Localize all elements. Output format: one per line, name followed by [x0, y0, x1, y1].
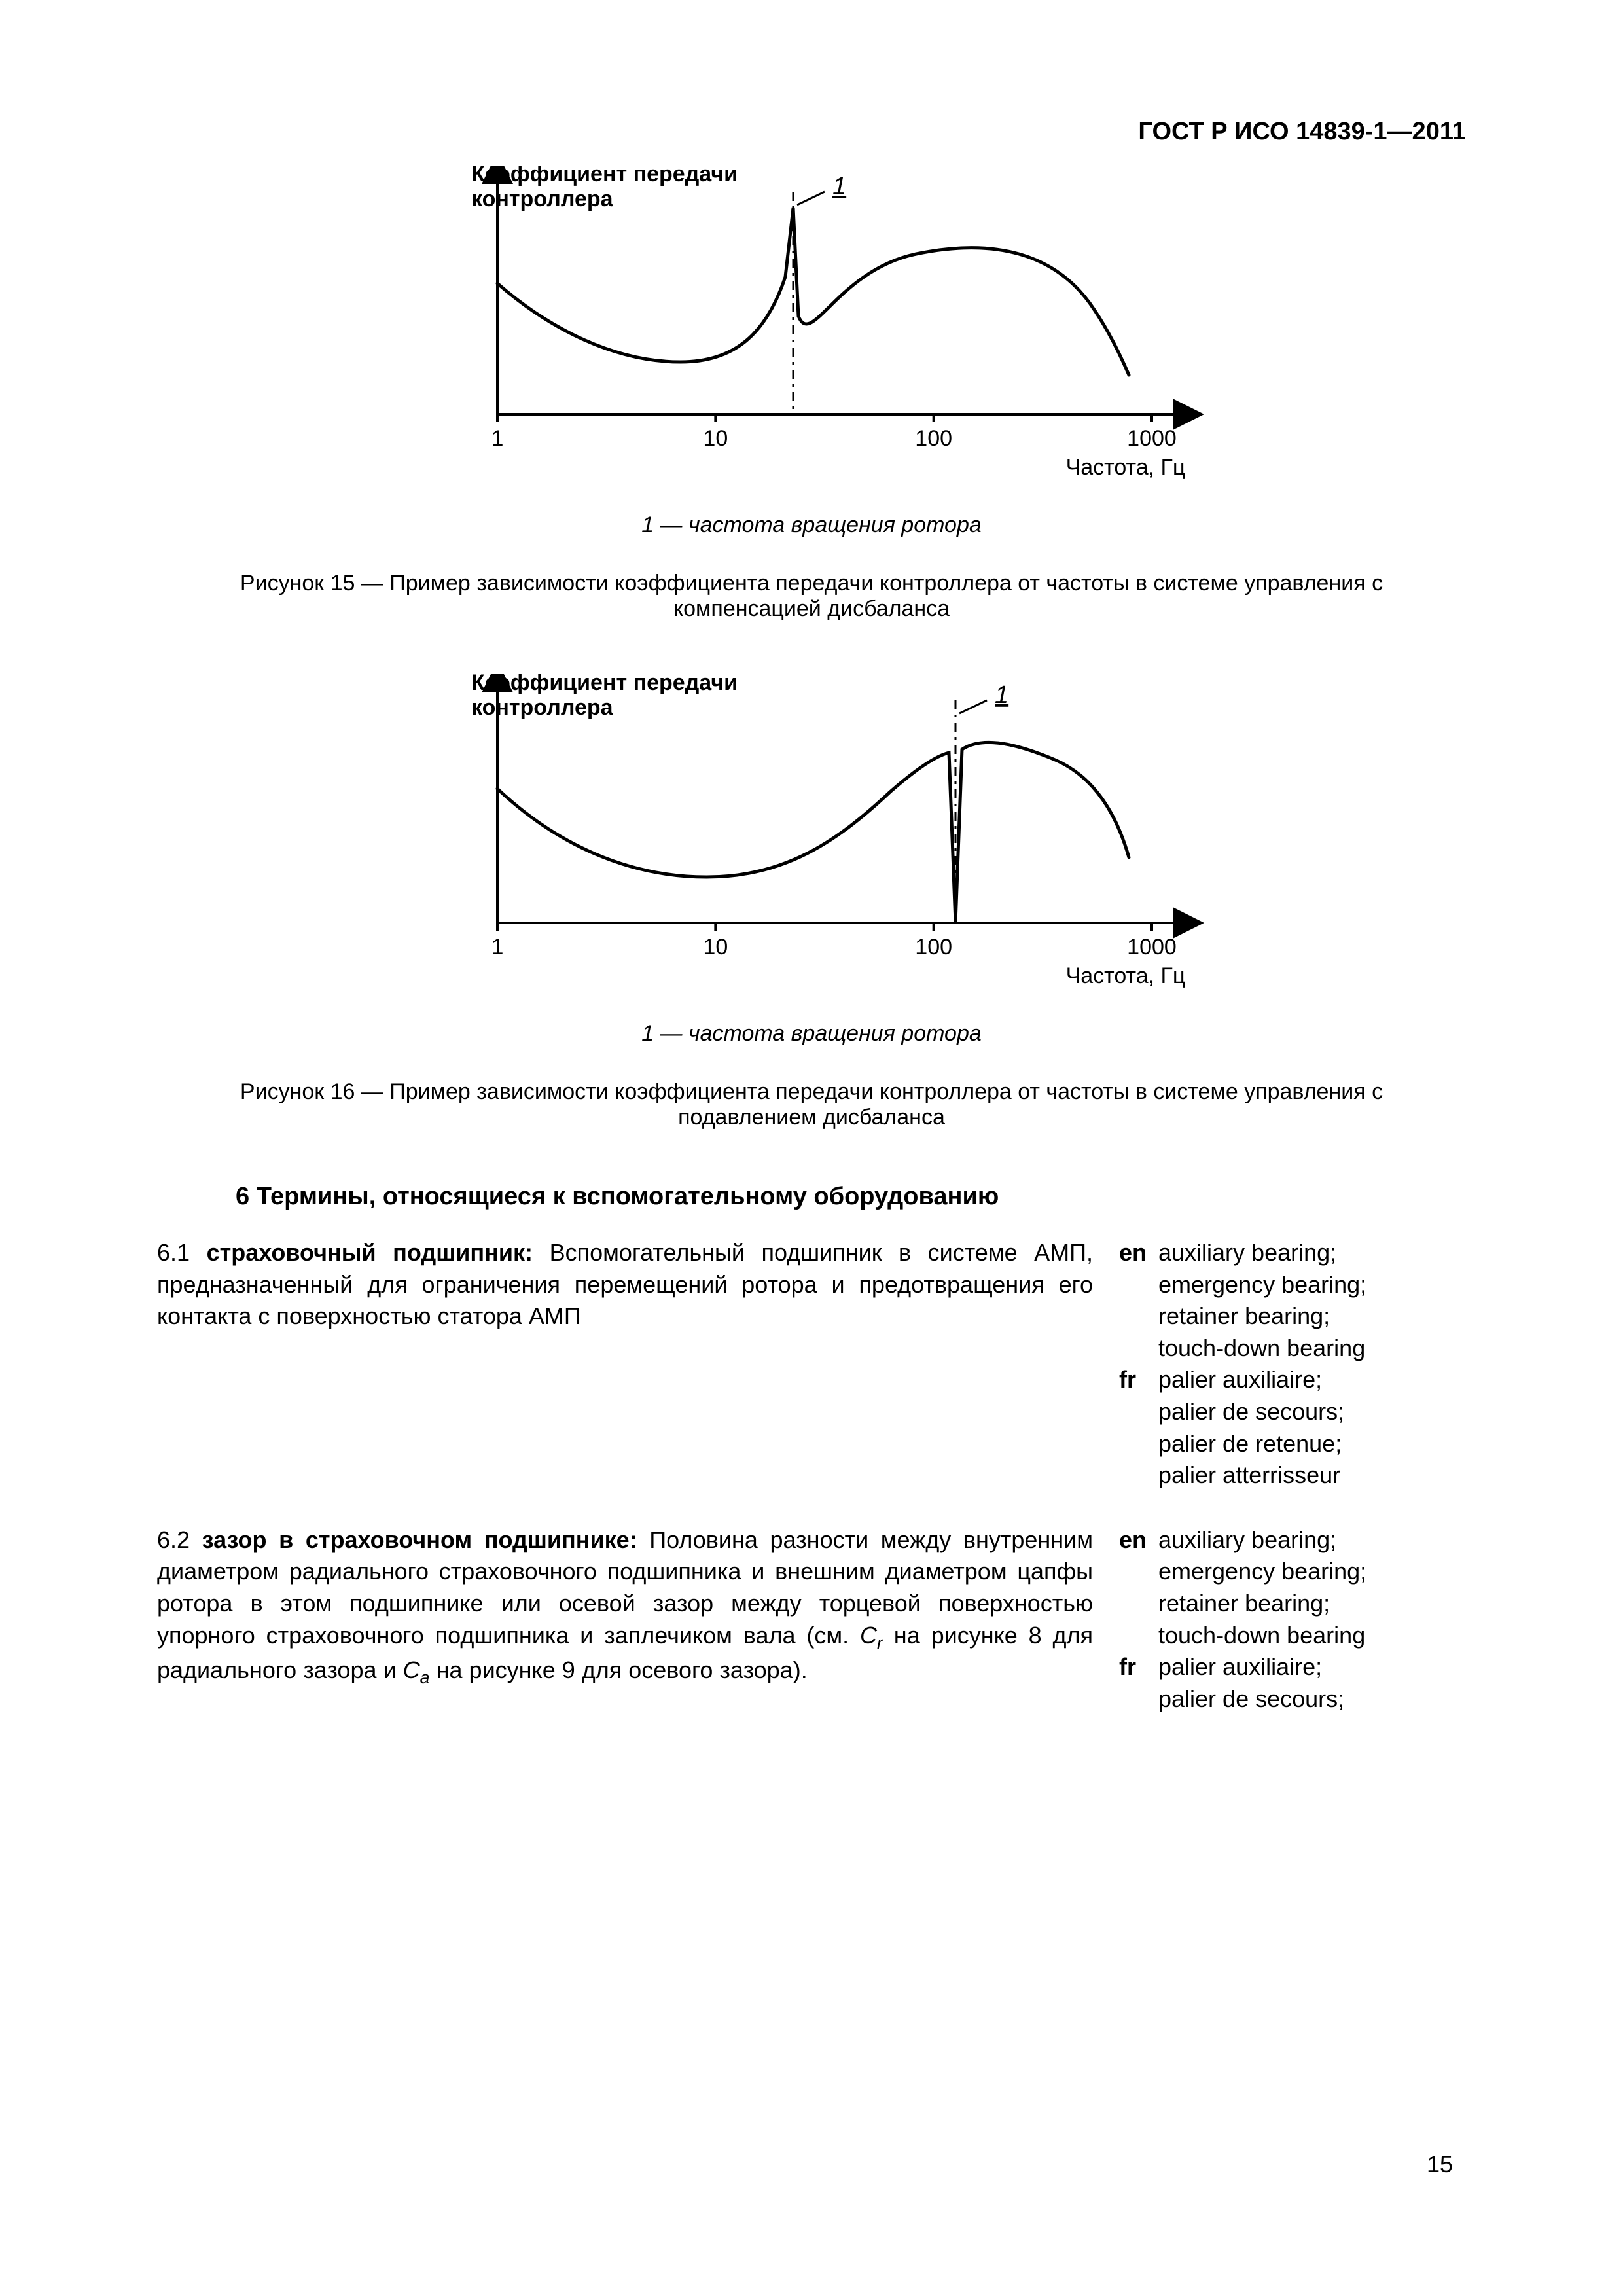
translation-lang	[1119, 1620, 1158, 1652]
svg-text:10: 10	[703, 935, 728, 960]
svg-text:1: 1	[491, 935, 504, 960]
translation-lang	[1119, 1396, 1158, 1428]
translation-lang	[1119, 1333, 1158, 1365]
term-6-1-main: 6.1 страховочный подшипник: Вспомогатель…	[157, 1237, 1093, 1333]
svg-text:Частота, Гц: Частота, Гц	[1066, 455, 1186, 480]
translation-lang	[1119, 1588, 1158, 1620]
translation-text: palier de retenue;	[1158, 1428, 1466, 1460]
svg-text:1000: 1000	[1127, 426, 1177, 451]
translation-text: palier de secours;	[1158, 1396, 1466, 1428]
figure-16-legend: 1 — частота вращения ротора	[157, 1021, 1466, 1047]
svg-text:Коэффициент передачи: Коэффициент передачи	[471, 166, 738, 187]
translation-line: palier de retenue;	[1119, 1428, 1466, 1460]
translation-text: palier atterrisseur	[1158, 1460, 1466, 1492]
translation-lang	[1119, 1428, 1158, 1460]
translation-text: palier auxiliaire;	[1158, 1651, 1466, 1683]
figure-15-caption: Рисунок 15 — Пример зависимости коэффици…	[196, 571, 1427, 622]
svg-text:100: 100	[915, 426, 952, 451]
translation-line: retainer bearing;	[1119, 1300, 1466, 1333]
svg-text:1000: 1000	[1127, 935, 1177, 960]
term-6-2-translations: enauxiliary bearing;emergency bearing;re…	[1093, 1524, 1466, 1715]
translation-lang	[1119, 1683, 1158, 1715]
svg-text:10: 10	[703, 426, 728, 451]
translation-line: touch-down bearing	[1119, 1620, 1466, 1652]
translation-text: touch-down bearing	[1158, 1620, 1466, 1652]
translation-text: palier auxiliaire;	[1158, 1364, 1466, 1396]
translation-line: frpalier auxiliaire;	[1119, 1651, 1466, 1683]
translation-text: touch-down bearing	[1158, 1333, 1466, 1365]
translation-lang	[1119, 1556, 1158, 1588]
chart2-svg: 1 10 100 1000 Частота, Гц Коэффициент передач…	[419, 674, 1204, 1001]
page-number: 15	[1427, 2151, 1453, 2178]
translation-text: emergency bearing;	[1158, 1269, 1466, 1301]
translation-line: palier atterrisseur	[1119, 1460, 1466, 1492]
translation-text: auxiliary bearing;	[1158, 1524, 1466, 1556]
chart1-svg: 1 10 100 1000 Частота, Гц Коэффициент передач…	[419, 166, 1204, 493]
translation-text: auxiliary bearing;	[1158, 1237, 1466, 1269]
figure-16: 1 10 100 1000 Частота, Гц Коэффициент передач…	[157, 674, 1466, 1130]
doc-header: ГОСТ Р ИСО 14839-1—2011	[157, 118, 1466, 146]
translation-line: emergency bearing;	[1119, 1556, 1466, 1588]
translation-line: retainer bearing;	[1119, 1588, 1466, 1620]
translation-line: palier de secours;	[1119, 1396, 1466, 1428]
term-6-2-main: 6.2 зазор в страховочном подшипнике: Пол…	[157, 1524, 1093, 1690]
translation-lang: fr	[1119, 1651, 1158, 1683]
translation-lang: en	[1119, 1524, 1158, 1556]
svg-text:1: 1	[491, 426, 504, 451]
svg-text:1: 1	[832, 173, 846, 200]
svg-text:Частота, Гц: Частота, Гц	[1066, 963, 1186, 988]
translation-line: enauxiliary bearing;	[1119, 1524, 1466, 1556]
translation-lang	[1119, 1460, 1158, 1492]
translation-text: retainer bearing;	[1158, 1588, 1466, 1620]
translation-line: frpalier auxiliaire;	[1119, 1364, 1466, 1396]
figure-16-caption: Рисунок 16 — Пример зависимости коэффици…	[196, 1079, 1427, 1130]
svg-text:100: 100	[915, 935, 952, 960]
svg-text:Коэффициент передачи: Коэффициент передачи	[471, 674, 738, 695]
figure-15-legend: 1 — частота вращения ротора	[157, 512, 1466, 538]
section-6-title: 6 Термины, относящиеся к вспомогательном…	[236, 1183, 1466, 1211]
translation-line: touch-down bearing	[1119, 1333, 1466, 1365]
svg-text:1: 1	[995, 681, 1008, 709]
svg-text:контроллера: контроллера	[471, 187, 614, 211]
term-6-1: 6.1 страховочный подшипник: Вспомогатель…	[157, 1237, 1466, 1492]
translation-text: palier de secours;	[1158, 1683, 1466, 1715]
translation-lang	[1119, 1300, 1158, 1333]
translation-lang	[1119, 1269, 1158, 1301]
translation-line: emergency bearing;	[1119, 1269, 1466, 1301]
translation-lang: en	[1119, 1237, 1158, 1269]
translation-lang: fr	[1119, 1364, 1158, 1396]
figure-15: 1 10 100 1000 Частота, Гц Коэффициент передач…	[157, 166, 1466, 622]
svg-text:контроллера: контроллера	[471, 695, 614, 720]
translation-text: retainer bearing;	[1158, 1300, 1466, 1333]
translation-line: enauxiliary bearing;	[1119, 1237, 1466, 1269]
translation-line: palier de secours;	[1119, 1683, 1466, 1715]
term-6-1-translations: enauxiliary bearing;emergency bearing;re…	[1093, 1237, 1466, 1492]
term-6-2: 6.2 зазор в страховочном подшипнике: Пол…	[157, 1524, 1466, 1715]
translation-text: emergency bearing;	[1158, 1556, 1466, 1588]
